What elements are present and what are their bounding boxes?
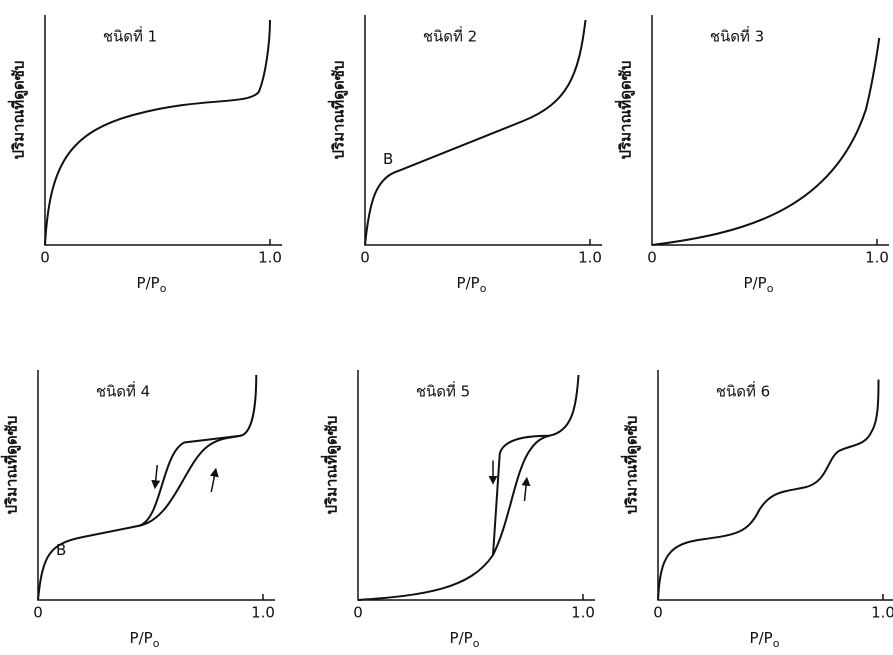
panel: ชนิดที่ 2 ปริมาณที่ดูดซับ 0 1.0 P/Po B	[328, 15, 603, 295]
y-axis-label: ปริมาณที่ดูดซับ	[321, 416, 342, 515]
point-label: B	[56, 541, 66, 559]
y-axis-label: ปริมาณที่ดูดซับ	[615, 61, 636, 160]
x-axis-label-subscript: o	[480, 282, 487, 295]
tick-label: 0	[353, 604, 363, 622]
x-axis-label: P/Po	[137, 274, 167, 296]
panel-title: ชนิดที่ 3	[710, 26, 764, 46]
y-axis-label: ปริมาณที่ดูดซับ	[328, 61, 349, 160]
axes	[364, 15, 602, 246]
tick-label: 1.0	[571, 604, 595, 622]
tick-label: 1.0	[865, 249, 889, 267]
isotherm-curve	[139, 436, 240, 526]
x-axis-label: P/Po	[750, 629, 780, 651]
direction-arrow	[151, 464, 161, 490]
tick-label: 1.0	[871, 604, 893, 622]
x-axis-label: P/Po	[450, 629, 480, 651]
panel: ชนิดที่ 6 ปริมาณที่ดูดซับ 0 1.0 P/Po	[621, 370, 893, 650]
axes	[37, 370, 275, 601]
curves	[358, 375, 579, 600]
tick-label: 0	[40, 249, 50, 267]
y-axis-label: ปริมาณที่ดูดซับ	[1, 416, 22, 515]
isotherm-curve	[493, 436, 549, 555]
x-axis-label-main: P/P	[457, 274, 480, 292]
tick-label: 1.0	[251, 604, 275, 622]
curves	[45, 20, 270, 245]
panel: ชนิดที่ 3 ปริมาณที่ดูดซับ 0 1.0 P/Po	[615, 15, 890, 295]
curves	[38, 375, 256, 600]
tick-label: 0	[360, 249, 370, 267]
x-axis-label-main: P/P	[130, 629, 153, 647]
x-axis-label: P/Po	[130, 629, 160, 651]
axes	[357, 370, 595, 601]
axes	[657, 370, 893, 601]
y-axis-label: ปริมาณที่ดูดซับ	[621, 416, 642, 515]
curves	[652, 38, 879, 245]
x-axis-label-subscript: o	[153, 637, 160, 650]
x-axis-label-main: P/P	[137, 274, 160, 292]
panel-title: ชนิดที่ 4	[96, 381, 150, 401]
point-label: B	[383, 150, 393, 168]
tick-label: 0	[653, 604, 663, 622]
x-axis-label-main: P/P	[744, 274, 767, 292]
isotherm-curve	[45, 20, 270, 245]
curves	[365, 20, 586, 245]
isotherm-curve	[652, 38, 879, 245]
direction-arrow	[521, 476, 531, 502]
panel-title: ชนิดที่ 6	[716, 381, 770, 401]
panel-title: ชนิดที่ 1	[103, 26, 157, 46]
x-axis-label-subscript: o	[473, 637, 480, 650]
tick-label: 0	[647, 249, 657, 267]
x-axis-label: P/Po	[744, 274, 774, 296]
tick-label: 1.0	[578, 249, 602, 267]
axes	[651, 15, 889, 246]
panel: ชนิดที่ 4 ปริมาณที่ดูดซับ 0 1.0 P/Po B	[1, 370, 276, 650]
panel: ชนิดที่ 1 ปริมาณที่ดูดซับ 0 1.0 P/Po	[8, 15, 283, 295]
x-axis-label-subscript: o	[773, 637, 780, 650]
axes	[44, 15, 282, 246]
tick-label: 0	[33, 604, 43, 622]
isotherm-curve	[358, 375, 579, 600]
x-axis-label: P/Po	[457, 274, 487, 296]
panel-title: ชนิดที่ 2	[423, 26, 477, 46]
direction-arrow	[209, 467, 219, 493]
x-axis-label-main: P/P	[450, 629, 473, 647]
tick-label: 1.0	[258, 249, 282, 267]
curves	[658, 380, 879, 601]
isotherm-curve	[658, 380, 879, 601]
isotherm-curve	[365, 20, 586, 245]
x-axis-label-subscript: o	[160, 282, 167, 295]
y-axis-label: ปริมาณที่ดูดซับ	[8, 61, 29, 160]
panel: ชนิดที่ 5 ปริมาณที่ดูดซับ 0 1.0 P/Po	[321, 370, 596, 650]
x-axis-label-main: P/P	[750, 629, 773, 647]
x-axis-label-subscript: o	[767, 282, 774, 295]
panel-title: ชนิดที่ 5	[416, 381, 470, 401]
isotherm-curve	[38, 375, 256, 600]
